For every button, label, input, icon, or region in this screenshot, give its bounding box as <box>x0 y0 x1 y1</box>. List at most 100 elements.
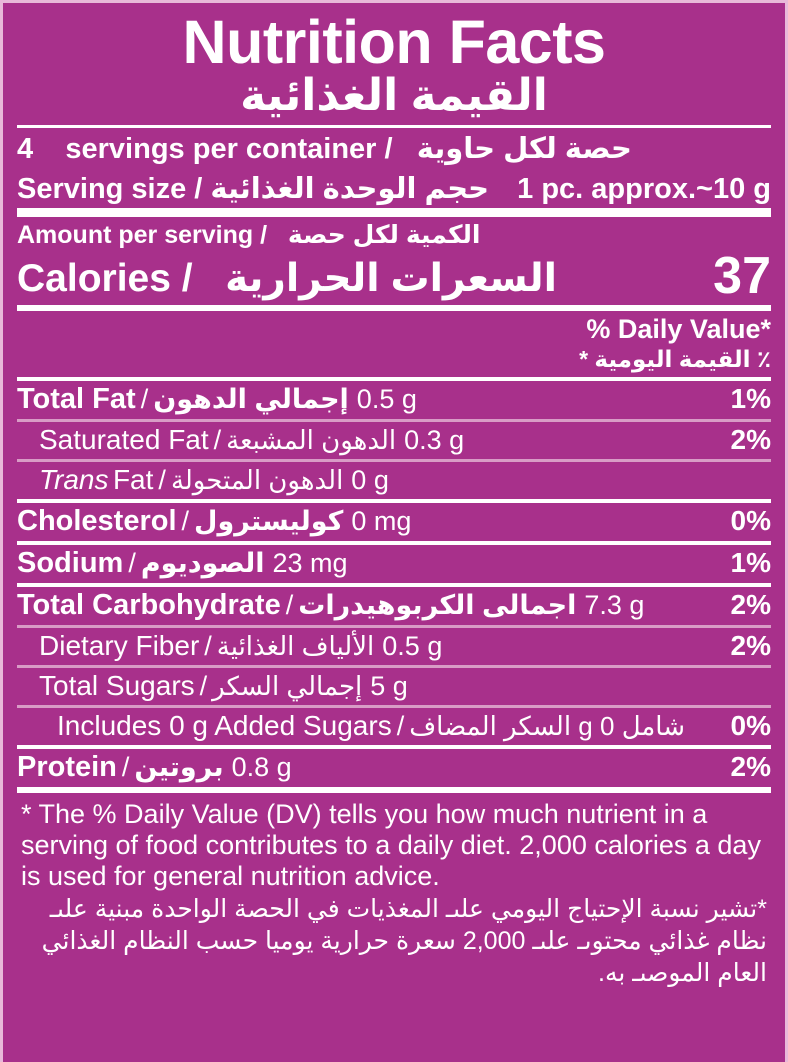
nutrient-name-en-total-sugars: Total Sugars <box>39 670 195 701</box>
rule-above-footnote <box>17 787 771 793</box>
title-english: Nutrition Facts <box>182 8 606 76</box>
nutrient-name-ar-dietary-fiber: الألياف الغذائية <box>216 631 375 661</box>
serving-size-row: Serving size / حجم الوحدة الغذائية 1 pc.… <box>17 168 771 208</box>
nutrient-row-dietary-fiber: Dietary Fiber / الألياف الغذائية 0.5 g 2% <box>17 628 771 665</box>
servings-per-container-row: 4 servings per container / حصة لكل حاوية <box>17 128 771 168</box>
nutrient-separator-added-sugars: / <box>396 711 405 741</box>
nutrient-amount-total-sugars: 5 g <box>370 671 408 701</box>
nutrient-amount-trans-fat: 0 g <box>351 465 389 495</box>
nutrient-separator-total-carbohydrate: / <box>285 590 294 620</box>
footnote-arabic: *تشير نسبة الإحتياج اليومي علىـ المغذيات… <box>41 895 767 987</box>
nutrient-name-ar-protein: بروتين <box>134 752 224 782</box>
rule-above-total-carbohydrate <box>17 583 771 587</box>
footnote-english: * The % Daily Value (DV) tells you how m… <box>21 799 761 891</box>
rule-above-cholesterol <box>17 499 771 503</box>
nutrient-name-en-total-carbohydrate: Total Carbohydrate <box>17 589 281 621</box>
nutrient-name-en-added-sugars: Includes 0 g Added Sugars <box>57 710 392 741</box>
nutrient-name-italic-trans-fat: Trans <box>39 464 109 495</box>
calories-label-en: Calories / <box>17 257 193 300</box>
nutrient-name-en-trans-fat: Fat <box>112 464 154 495</box>
nutrient-amount-cholesterol: 0 mg <box>351 506 412 536</box>
calories-label-group: Calories / السعرات الحرارية <box>17 257 557 301</box>
nutrient-label-cholesterol: Cholesterol / كوليسترول 0 mg <box>17 505 411 538</box>
rule-above-saturated-fat <box>17 419 771 422</box>
daily-value-header-en: % Daily Value* <box>586 314 771 344</box>
servings-per-container-en: servings per container / <box>65 133 393 165</box>
nutrient-rows: Total Fat / إجمالي الدهون 0.5 g 1% Saturated … <box>17 377 771 787</box>
rule-above-amount-per-serving <box>17 208 771 217</box>
nutrient-row-total-sugars: Total Sugars / إجمالي السكر 5 g <box>17 668 771 705</box>
nutrient-name-ar-total-carbohydrate: اجمالى الكربوهيدرات <box>298 590 577 620</box>
nutrient-separator-total-sugars: / <box>199 671 208 701</box>
nutrient-label-dietary-fiber: Dietary Fiber / الألياف الغذائية 0.5 g <box>39 630 442 662</box>
nutrient-name-en-cholesterol: Cholesterol <box>17 505 177 537</box>
label-inner: Nutrition Facts القيمة الغذائية 4 servin… <box>3 3 785 1062</box>
nutrient-row-added-sugars: Includes 0 g Added Sugars / شامل 0 g السكر… <box>17 708 771 745</box>
nutrient-percent-cholesterol: 0% <box>730 505 771 536</box>
nutrient-row-trans-fat: Trans Fat / الدهون المتحولة 0 g <box>17 462 771 499</box>
servings-per-container-ar: حصة لكل حاوية <box>416 133 632 165</box>
nutrient-amount-protein: 0.8 g <box>231 752 292 782</box>
rule-above-added-sugars <box>17 705 771 708</box>
rule-under-title <box>17 125 771 128</box>
nutrient-percent-sodium: 1% <box>730 547 771 578</box>
nutrient-name-en-sodium: Sodium <box>17 547 124 579</box>
rule-above-protein <box>17 745 771 749</box>
nutrient-separator-sodium: / <box>128 548 136 578</box>
nutrient-name-ar-added-sugars: شامل 0 g السكر المضاف <box>409 711 686 741</box>
nutrient-row-protein: Protein / بروتين 0.8 g 2% <box>17 749 771 787</box>
nutrient-row-total-fat: Total Fat / إجمالي الدهون 0.5 g 1% <box>17 381 771 419</box>
nutrient-label-total-carbohydrate: Total Carbohydrate / اجمالى الكربوهيدرات 7.… <box>17 589 644 622</box>
nutrient-name-en-dietary-fiber: Dietary Fiber <box>39 630 200 661</box>
nutrient-name-ar-saturated-fat: الدهون المشبعة <box>226 425 397 455</box>
nutrient-label-trans-fat: Trans Fat / الدهون المتحولة 0 g <box>39 464 389 496</box>
calories-value: 37 <box>713 247 771 305</box>
nutrient-row-saturated-fat: Saturated Fat / الدهون المشبعة 0.3 g 2% <box>17 422 771 459</box>
nutrient-separator-cholesterol: / <box>181 506 190 536</box>
daily-value-header-ar: ٪ القيمة اليومية * <box>579 346 771 372</box>
nutrient-separator-total-fat: / <box>140 384 149 414</box>
nutrient-percent-protein: 2% <box>730 751 771 782</box>
nutrient-amount-total-carbohydrate: 7.3 g <box>584 590 645 620</box>
rule-above-dietary-fiber <box>17 625 771 628</box>
nutrient-label-protein: Protein / بروتين 0.8 g <box>17 751 292 784</box>
calories-label-ar: السعرات الحرارية <box>225 257 557 300</box>
nutrient-name-ar-total-fat: إجمالي الدهون <box>153 384 349 414</box>
nutrient-name-ar-total-sugars: إجمالي السكر <box>212 671 363 701</box>
nutrient-name-ar-cholesterol: كوليسترول <box>194 506 344 536</box>
amount-per-serving-row: Amount per serving / الكمية لكل حصة <box>17 217 771 251</box>
nutrient-percent-added-sugars: 0% <box>730 710 771 741</box>
nutrient-separator-protein: / <box>121 752 130 782</box>
serving-size-label-en: Serving size / <box>17 173 203 205</box>
nutrient-row-cholesterol: Cholesterol / كوليسترول 0 mg 0% <box>17 503 771 541</box>
nutrient-label-total-sugars: Total Sugars / إجمالي السكر 5 g <box>39 670 408 702</box>
footnote-block: * The % Daily Value (DV) tells you how m… <box>17 793 771 989</box>
serving-size-value: 1 pc. approx.~10 g <box>517 173 771 205</box>
nutrient-amount-saturated-fat: 0.3 g <box>404 425 465 455</box>
rule-above-trans-fat <box>17 459 771 462</box>
amount-per-serving-en: Amount per serving / <box>17 221 268 249</box>
serving-size-label-ar: حجم الوحدة الغذائية <box>210 173 490 205</box>
nutrient-percent-dietary-fiber: 2% <box>730 630 771 661</box>
servings-count: 4 <box>17 133 34 165</box>
nutrient-amount-total-fat: 0.5 g <box>356 384 417 414</box>
rule-above-total-fat <box>17 377 771 381</box>
nutrient-row-total-carbohydrate: Total Carbohydrate / اجمالى الكربوهيدرات 7.… <box>17 587 771 625</box>
nutrient-label-total-fat: Total Fat / إجمالي الدهون 0.5 g <box>17 383 417 416</box>
nutrient-name-ar-sodium: الصوديوم <box>140 548 265 578</box>
nutrient-separator-trans-fat: / <box>158 465 166 495</box>
daily-value-header: % Daily Value* ٪ القيمة اليومية * <box>17 311 771 377</box>
nutrient-name-en-saturated-fat: Saturated Fat <box>39 424 209 455</box>
rule-above-sodium <box>17 541 771 545</box>
nutrient-separator-dietary-fiber: / <box>204 631 212 661</box>
calories-row: Calories / السعرات الحرارية 37 <box>17 247 771 305</box>
nutrient-name-en-protein: Protein <box>17 751 117 783</box>
nutrient-name-ar-trans-fat: الدهون المتحولة <box>170 465 344 495</box>
rule-above-total-sugars <box>17 665 771 668</box>
nutrient-row-sodium: Sodium / الصوديوم 23 mg 1% <box>17 545 771 583</box>
nutrient-percent-total-fat: 1% <box>730 383 771 414</box>
label-title-block: Nutrition Facts القيمة الغذائية <box>17 3 771 125</box>
amount-per-serving-ar: الكمية لكل حصة <box>287 221 481 249</box>
nutrient-amount-dietary-fiber: 0.5 g <box>382 631 443 661</box>
